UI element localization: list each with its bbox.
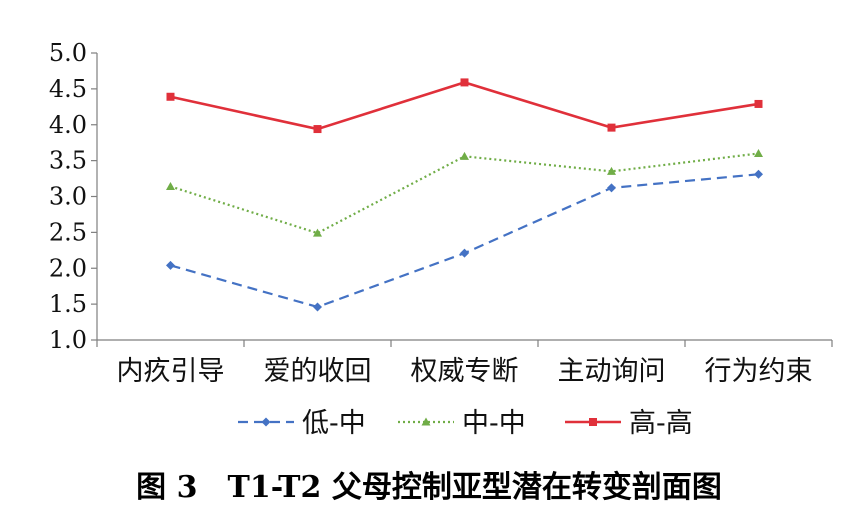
data-point xyxy=(460,151,469,160)
legend-item: 中-中 xyxy=(398,408,526,439)
legend-label: 低-中 xyxy=(302,408,366,439)
chart-legend: 低-中 中-中 高-高 xyxy=(238,408,693,439)
series-2 xyxy=(166,148,763,237)
legend-marker xyxy=(589,418,597,426)
series-3 xyxy=(166,78,763,134)
x-tick-label: 行为约束 xyxy=(705,356,813,387)
y-tick-label: 3.5 xyxy=(49,147,87,175)
legend-item: 高-高 xyxy=(565,408,693,439)
data-point xyxy=(607,123,616,132)
y-tick-label: 2.5 xyxy=(49,218,87,246)
data-point xyxy=(607,183,616,193)
data-point xyxy=(754,99,763,108)
y-tick-label: 4.0 xyxy=(49,111,87,139)
y-tick-label: 2.0 xyxy=(49,254,87,282)
legend-label: 中-中 xyxy=(462,408,526,439)
data-point xyxy=(607,166,616,175)
y-tick-label: 1.5 xyxy=(49,290,87,318)
data-point xyxy=(460,78,469,87)
data-point xyxy=(166,181,175,190)
legend-marker xyxy=(421,417,431,426)
data-point xyxy=(754,169,763,179)
y-tick-label: 3.0 xyxy=(49,183,87,211)
x-tick-label: 爱的收回 xyxy=(264,356,372,387)
series-line xyxy=(170,152,759,235)
data-point xyxy=(460,248,469,258)
x-tick-label: 主动询问 xyxy=(558,356,666,387)
y-tick-label: 1.0 xyxy=(49,326,87,354)
x-tick-label: 内疚引导 xyxy=(117,356,225,387)
data-point xyxy=(754,148,763,157)
data-point xyxy=(166,92,175,101)
data-point xyxy=(313,228,322,237)
data-point xyxy=(313,302,322,312)
legend-label: 高-高 xyxy=(629,408,693,439)
legend-marker xyxy=(261,417,271,427)
series-line xyxy=(170,81,759,131)
figure-caption: 图 3 T1-T2 父母控制亚型潜在转变剖面图 xyxy=(136,470,722,505)
y-tick-label: 5.0 xyxy=(49,39,87,67)
series-line xyxy=(170,173,759,309)
data-point xyxy=(313,125,322,134)
chart-axes: 1.0 1.5 2.0 2.5 3.0 3.5 4.0 4.5 5.0 内疚引导 爱的收回 权威专断 主… xyxy=(49,39,833,387)
legend-item: 低-中 xyxy=(238,408,366,439)
y-tick-label: 4.5 xyxy=(49,75,87,103)
x-tick-label: 权威专断 xyxy=(411,356,519,387)
chart-series-layer xyxy=(166,78,763,312)
data-point xyxy=(166,260,175,270)
line-chart: 1.0 1.5 2.0 2.5 3.0 3.5 4.0 4.5 5.0 内疚引导 爱的收回 权威专断 主… xyxy=(49,39,833,439)
series-1 xyxy=(166,169,763,312)
